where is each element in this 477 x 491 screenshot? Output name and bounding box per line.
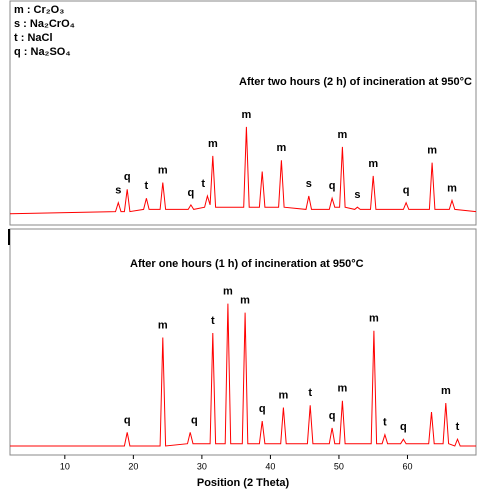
peak-label: m (368, 158, 378, 170)
peak-label: m (447, 182, 457, 194)
legend-note: t : NaCl (14, 32, 53, 44)
peak-label: m (441, 385, 451, 397)
peak-label: q (329, 410, 336, 422)
peak-label: q (124, 171, 131, 183)
peak-label: m (223, 285, 233, 297)
peak-label: m (240, 295, 250, 307)
peak-label: s (115, 185, 121, 197)
peak-label: q (259, 403, 266, 415)
peak-label: m (369, 313, 379, 325)
peak-label: m (242, 109, 252, 121)
peak-label: m (337, 383, 347, 395)
peak-label: q (124, 414, 131, 426)
legend-note: q : Na₂SO₄ (14, 46, 71, 58)
peak-label: t (201, 178, 205, 190)
peak-label: q (400, 421, 407, 433)
peak-label: q (329, 180, 336, 192)
bottom-frame (9, 228, 477, 456)
peak-label: m (158, 319, 168, 331)
x-tick-label: 40 (265, 461, 275, 471)
x-tick-label: 60 (402, 461, 412, 471)
peak-label: m (276, 142, 286, 154)
peak-label: q (188, 187, 195, 199)
panel-title: After two hours (2 h) of incineration at… (239, 76, 472, 88)
legend-note: m : Cr₂O₃ (14, 4, 64, 16)
peak-label: m (158, 165, 168, 177)
peak-label: t (383, 417, 387, 429)
peak-label: t (211, 315, 215, 327)
peak-label: t (308, 387, 312, 399)
x-tick-label: 30 (197, 461, 207, 471)
pattern-line (9, 126, 477, 215)
peak-label: m (427, 144, 437, 156)
x-tick-label: 10 (60, 461, 70, 471)
peak-label: m (279, 389, 289, 401)
x-axis-label: Position (2 Theta) (197, 477, 290, 489)
peak-label: t (456, 421, 460, 433)
peak-label: q (403, 185, 410, 197)
panel-title: After one hours (1 h) of incineration at… (130, 258, 364, 270)
peak-label: q (191, 414, 198, 426)
peak-label: s (354, 189, 360, 201)
x-tick-label: 50 (334, 461, 344, 471)
peak-label: s (306, 178, 312, 190)
pattern-line (10, 303, 476, 447)
top-frame (9, 0, 477, 226)
peak-label: t (145, 180, 149, 192)
x-tick-label: 20 (128, 461, 138, 471)
peak-label: m (337, 129, 347, 141)
peak-label: m (208, 138, 218, 150)
legend-note: s : Na₂CrO₄ (14, 18, 75, 30)
